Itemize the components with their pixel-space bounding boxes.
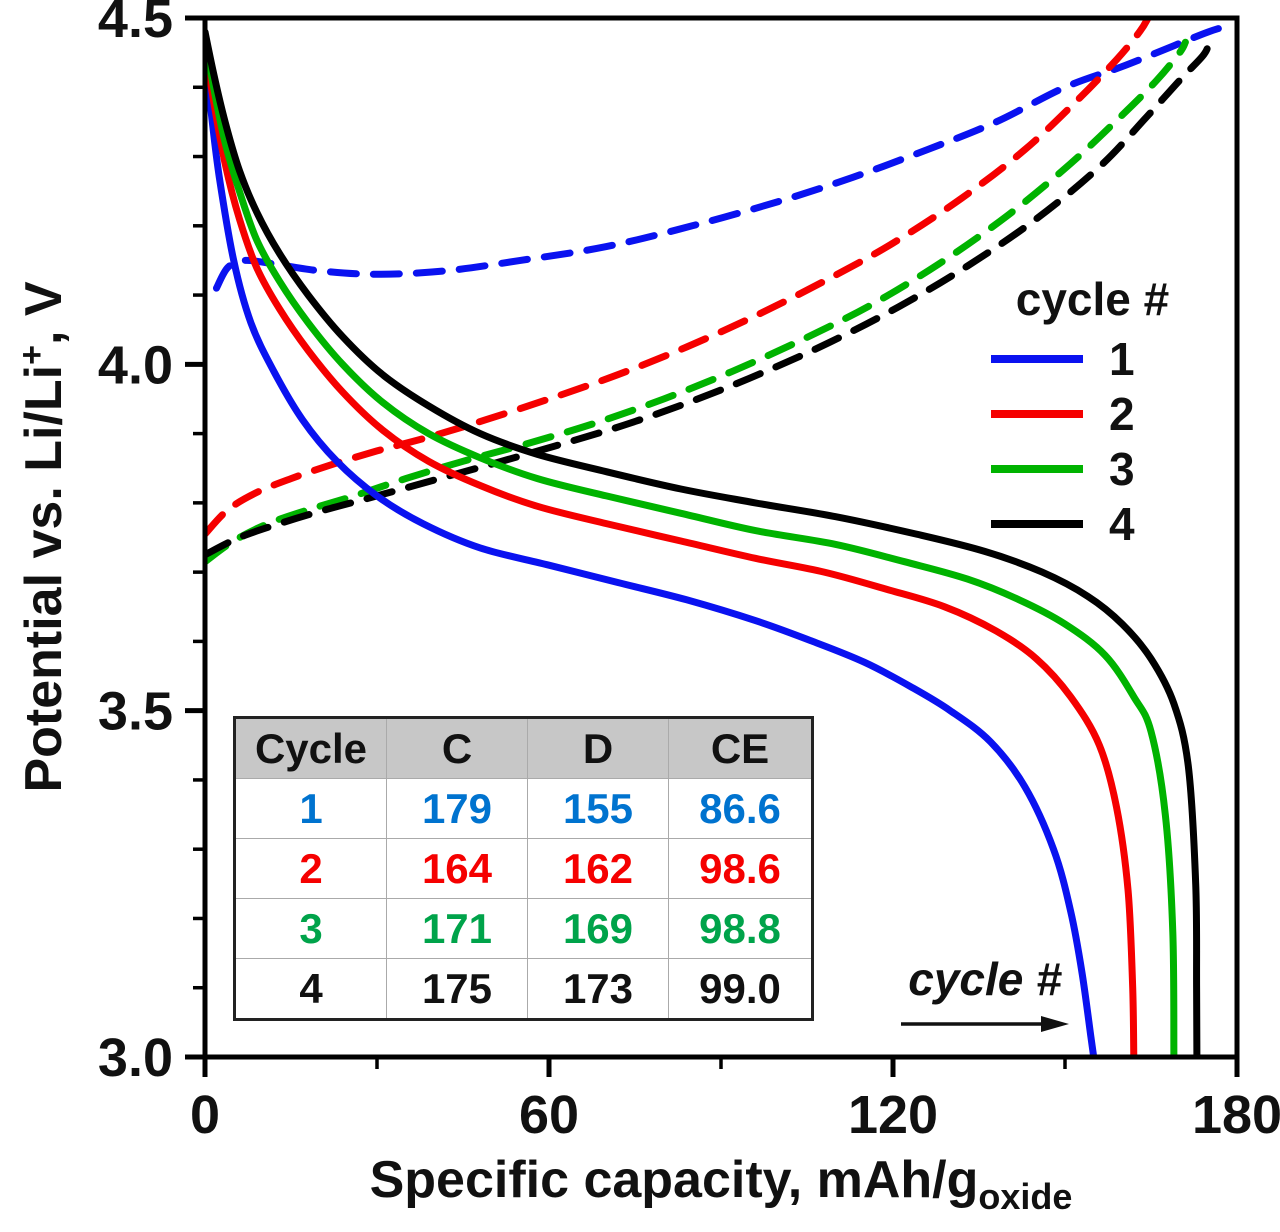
- legend-item-cycle-1: 1: [991, 336, 1200, 382]
- table-row-cycle-4: 4 175 173 99.0: [234, 958, 813, 1020]
- table-cell: 169: [527, 898, 669, 959]
- curve-cycle-2-charge: [203, 16, 1152, 538]
- table-cell: 171: [386, 898, 528, 959]
- table-header-ce: CE: [668, 717, 813, 779]
- curves-group: [203, 16, 1235, 1059]
- table-header-d: D: [527, 717, 669, 779]
- y-axis-label-superscript: +: [13, 345, 51, 365]
- y-axis-label-main: Potential vs. Li/Li: [15, 364, 73, 793]
- table-row-cycle-3: 3 171 169 98.8: [234, 898, 813, 959]
- table-cell: 2: [234, 838, 387, 899]
- table-cell: 99.0: [668, 958, 813, 1020]
- legend-item-label: 1: [1109, 333, 1135, 385]
- y-tick-label: 4.5: [98, 0, 173, 49]
- curve-cycle-1-charge: [212, 21, 1235, 292]
- table-cell: 86.6: [668, 778, 813, 839]
- cycle-annotation-text: cycle #: [908, 953, 1062, 1005]
- table-row-cycle-1: 1 179 155 86.6: [234, 778, 813, 839]
- curve-cycle-3-charge: [203, 38, 1189, 566]
- curve-cycle-4-discharge: [203, 28, 1201, 1059]
- legend-item-cycle-3: 3: [991, 446, 1200, 492]
- cycle-direction-annotation: cycle #: [880, 952, 1090, 1043]
- table-cell: 175: [386, 958, 528, 1020]
- cycle-direction-arrow-icon: [901, 1016, 1069, 1032]
- table-cell: 179: [386, 778, 528, 839]
- table-header-row: Cycle C D CE: [234, 717, 813, 779]
- curve-cycle-3-discharge: [203, 35, 1178, 1059]
- table-cell: 1: [234, 778, 387, 839]
- x-tick-label: 0: [190, 1085, 220, 1145]
- y-tick-label: 3.0: [98, 1028, 173, 1088]
- table-cell: 155: [527, 778, 669, 839]
- x-tick-label: 60: [519, 1085, 579, 1145]
- curve-cycle-1-discharge: [203, 49, 1098, 1059]
- coulombic-efficiency-table-wrap: Cycle C D CE 1 179 155 86.6 2 164 162 98.6 3 171 169 98…: [233, 716, 814, 1021]
- plot-border: [202, 15, 1240, 1060]
- curve-cycle-2-discharge: [203, 42, 1138, 1059]
- x-axis-label-subscript: oxide: [978, 1176, 1073, 1217]
- curve-cycle-4-charge: [203, 42, 1212, 559]
- table-cell: 98.6: [668, 838, 813, 899]
- table-cell: 4: [234, 958, 387, 1020]
- x-axis-label: Specific capacity, mAh/goxide: [205, 1150, 1237, 1217]
- table-cell: 3: [234, 898, 387, 959]
- legend-item-label: 4: [1109, 498, 1135, 550]
- table-cell: 98.8: [668, 898, 813, 959]
- table-row-cycle-2: 2 164 162 98.6: [234, 838, 813, 899]
- legend-item-cycle-2: 2: [991, 391, 1200, 437]
- legend-line-swatch: [991, 465, 1083, 473]
- x-axis-label-main: Specific capacity, mAh/g: [369, 1151, 979, 1209]
- legend-title: cycle #: [1015, 273, 1170, 325]
- legend-item-cycle-4: 4: [991, 501, 1200, 547]
- table-header-cycle: Cycle: [234, 717, 387, 779]
- y-axis-label: Potential vs. Li/Li+, V: [9, 17, 79, 1057]
- x-tick-label: 120: [848, 1085, 938, 1145]
- table-cell: 162: [527, 838, 669, 899]
- legend-item-label: 3: [1109, 443, 1135, 495]
- legend-item-label: 2: [1109, 388, 1135, 440]
- table-cell: 173: [527, 958, 669, 1020]
- table-header-c: C: [386, 717, 528, 779]
- coulombic-efficiency-table: Cycle C D CE 1 179 155 86.6 2 164 162 98.6 3 171 169 98…: [233, 716, 814, 1021]
- table-cell: 164: [386, 838, 528, 899]
- x-tick-label: 180: [1192, 1085, 1280, 1145]
- legend-line-swatch: [991, 410, 1083, 418]
- legend-line-swatch: [991, 520, 1083, 528]
- legend-line-swatch: [991, 355, 1083, 363]
- y-tick-label: 3.5: [98, 682, 173, 742]
- y-tick-label: 4.0: [98, 335, 173, 395]
- y-axis-label-suffix: , V: [15, 281, 73, 346]
